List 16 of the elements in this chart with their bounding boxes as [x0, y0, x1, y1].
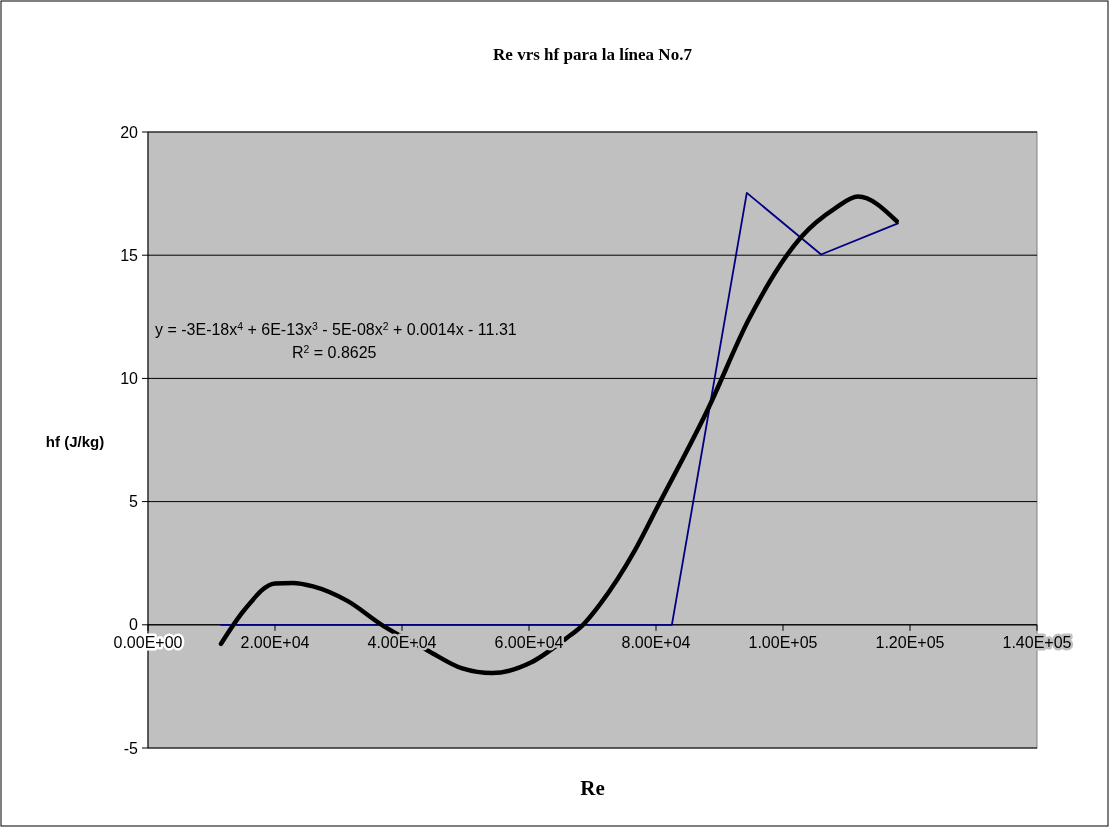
x-tick-label: 1.00E+05 [748, 633, 818, 651]
y-tick-label: 0 [129, 616, 139, 634]
x-tick-label: 1.20E+05 [875, 633, 945, 651]
x-tick-label: 2.00E+04 [240, 633, 310, 651]
x-tick-label: 8.00E+04 [621, 633, 691, 651]
annotation: y = -3E-18x$^{4}$ + 6E-13x$^{3}$ - 5E-08x$^{2}$ + 0.0014x - 11.31 [155, 320, 517, 338]
y-axis-title: hf (J/kg) [45, 433, 105, 450]
x-axis-title: Re [580, 776, 605, 800]
y-tick-label: -5 [123, 739, 139, 757]
chart-title: Re vrs hf para la línea No.7 [493, 45, 693, 64]
x-tick-label: 1.40E+05 [1002, 633, 1072, 651]
y-tick-label: 5 [129, 493, 139, 511]
y-tick-label: 10 [120, 370, 139, 387]
y-tick-label: 20 [120, 123, 139, 141]
y-tick-label: 15 [120, 246, 139, 264]
annotation: R$^{2}$ = 0.8625 [292, 343, 377, 361]
